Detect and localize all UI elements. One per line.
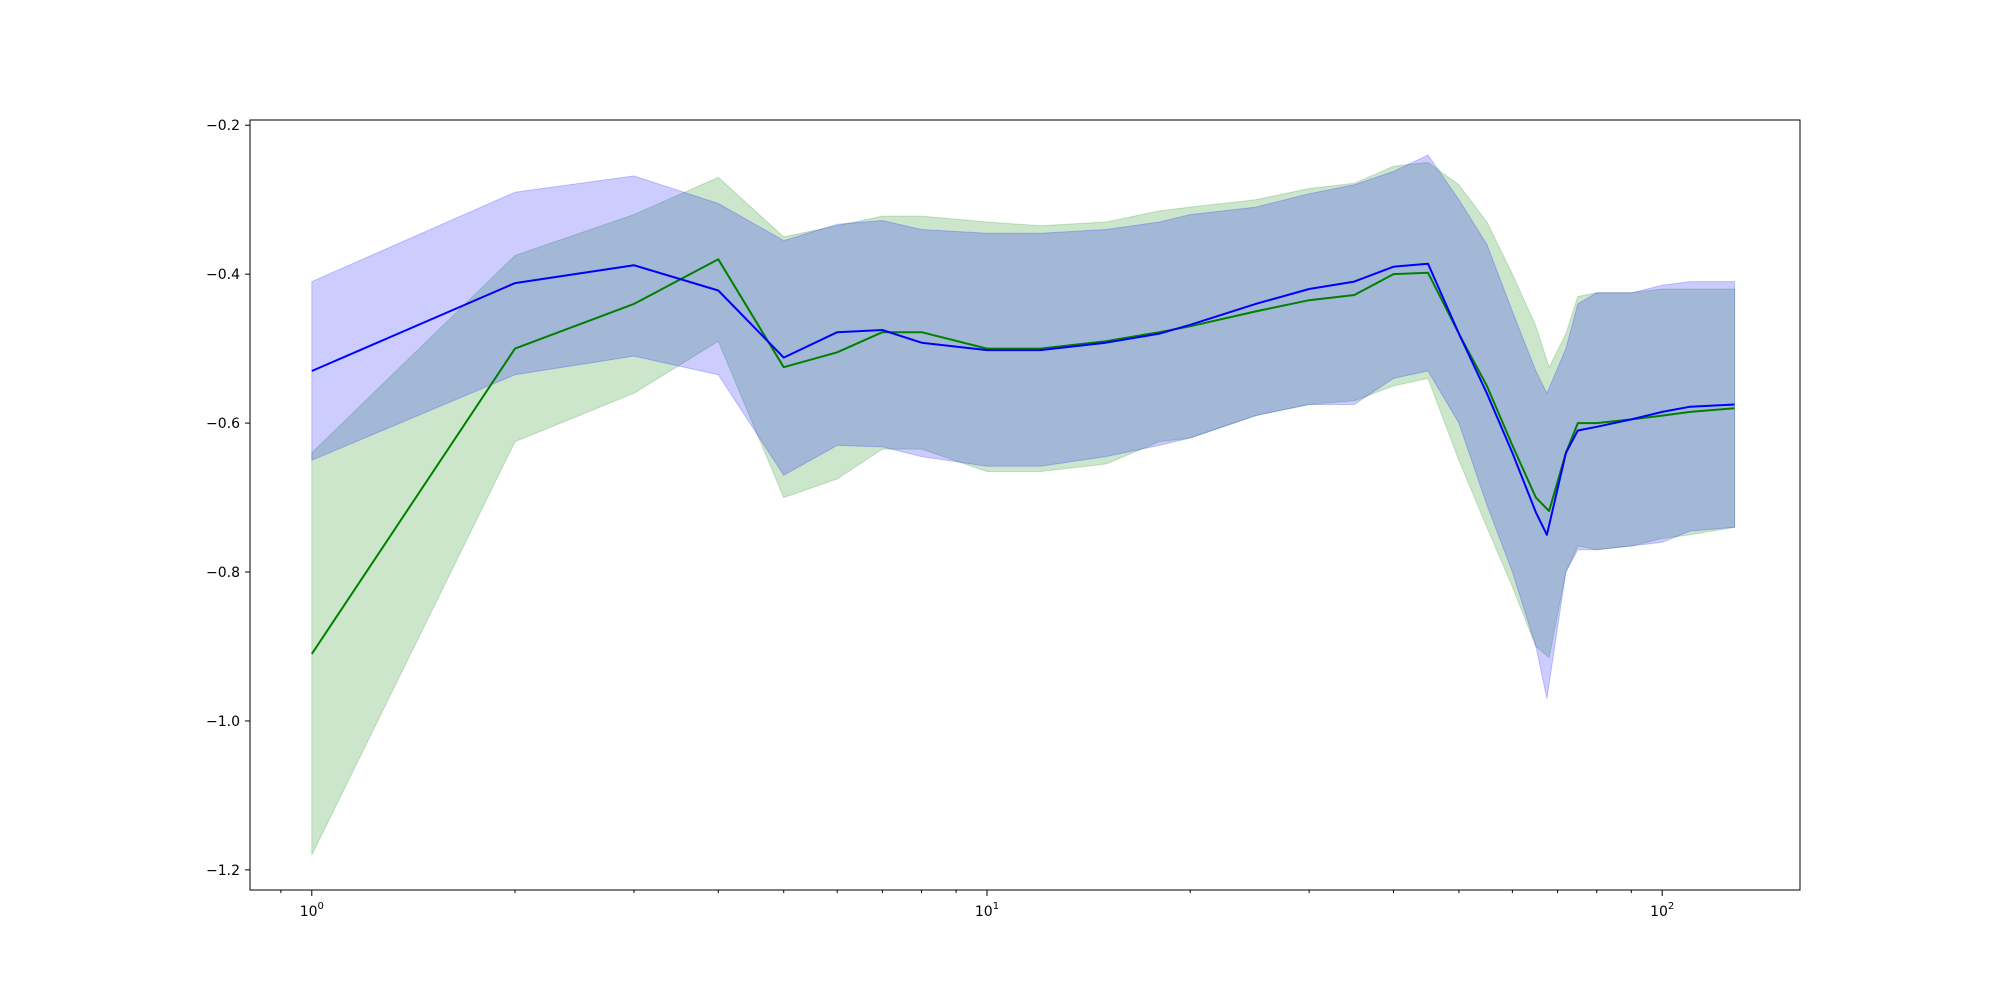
y-axis: −1.2 −1.0 −0.8 −0.6 −0.4 −0.2	[206, 118, 250, 879]
y-tick-label: −0.8	[206, 565, 240, 581]
y-tick-label: −1.0	[206, 714, 240, 730]
y-tick-label: −0.2	[206, 118, 240, 134]
y-tick-label: −0.4	[206, 267, 240, 283]
y-tick-label: −0.6	[206, 416, 240, 432]
plot-frame	[249, 119, 1801, 891]
x-tick-label: 102	[1650, 901, 1674, 920]
confidence-bands	[311, 154, 1736, 856]
y-tick-label: −1.2	[206, 863, 240, 879]
series-lines	[310, 258, 1735, 655]
series-0-band	[311, 161, 1736, 856]
x-tick-label: 100	[300, 901, 324, 920]
series-1-line	[311, 262, 1735, 536]
x-tick-label: 101	[975, 901, 999, 920]
x-axis: 100 101 102	[280, 890, 1674, 920]
series-0-line	[310, 258, 1735, 655]
series-1-band	[311, 154, 1736, 699]
